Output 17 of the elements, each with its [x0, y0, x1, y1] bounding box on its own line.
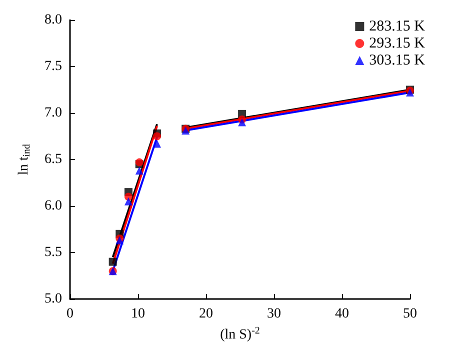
y-tick-label: 7.0 — [44, 106, 62, 120]
y-tick-label: 6.0 — [44, 198, 62, 214]
y-tick-label: 7.5 — [44, 59, 62, 74]
y-tick-label: 8.0 — [44, 12, 62, 28]
y-axis-title: ln tind — [16, 144, 32, 176]
x-tick-label: 10 — [131, 306, 145, 322]
y-tick-label: 5.0 — [44, 292, 62, 306]
x-tick-label: 50 — [403, 306, 417, 322]
y-tick-label: 6.5 — [44, 152, 62, 167]
x-tick-label: 20 — [199, 306, 213, 322]
legend-label: 283.15 K — [369, 18, 426, 34]
x-tick-label: 40 — [335, 306, 349, 322]
y-tick-label: 5.5 — [44, 245, 62, 260]
x-tick-label: 0 — [66, 306, 74, 322]
legend-label: 303.15 K — [369, 52, 426, 68]
x-tick-label: 30 — [267, 306, 281, 322]
legend-label: 293.15 K — [369, 36, 426, 52]
